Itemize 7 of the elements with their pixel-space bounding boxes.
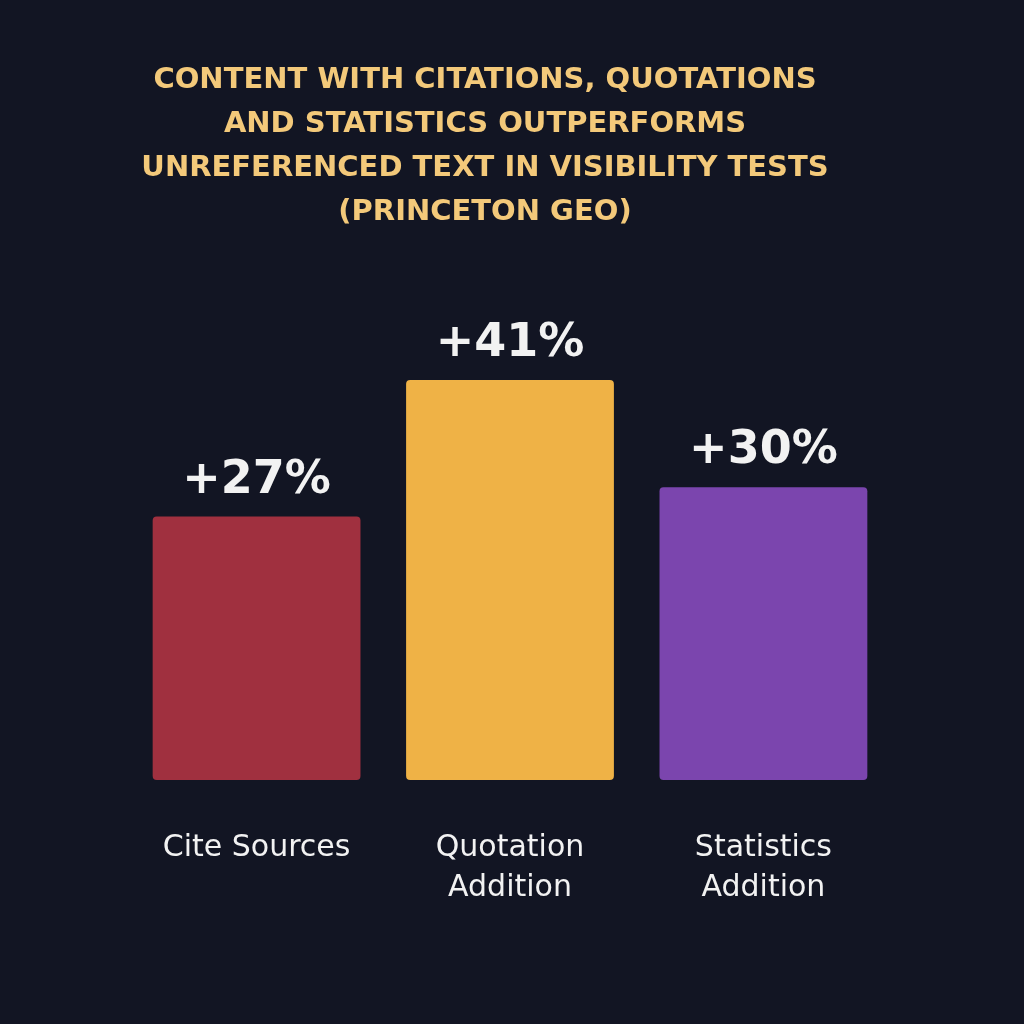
data-label: +41% <box>435 313 585 367</box>
x-tick-label: Cite Sources <box>162 828 351 863</box>
x-tick-label: Statistics Addition <box>694 828 832 903</box>
data-label: +27% <box>182 449 331 504</box>
x-tick-label: Quotation Addition <box>435 828 585 903</box>
chart-title: CONTENT WITH CITATIONS, QUOTATIONS AND STATISTICS OUTPERFORMS UNREFERENCED TEXT IN VISIBILITY TESTS (PRINCETON GEO) <box>141 61 829 227</box>
data-label: +30% <box>689 420 838 475</box>
